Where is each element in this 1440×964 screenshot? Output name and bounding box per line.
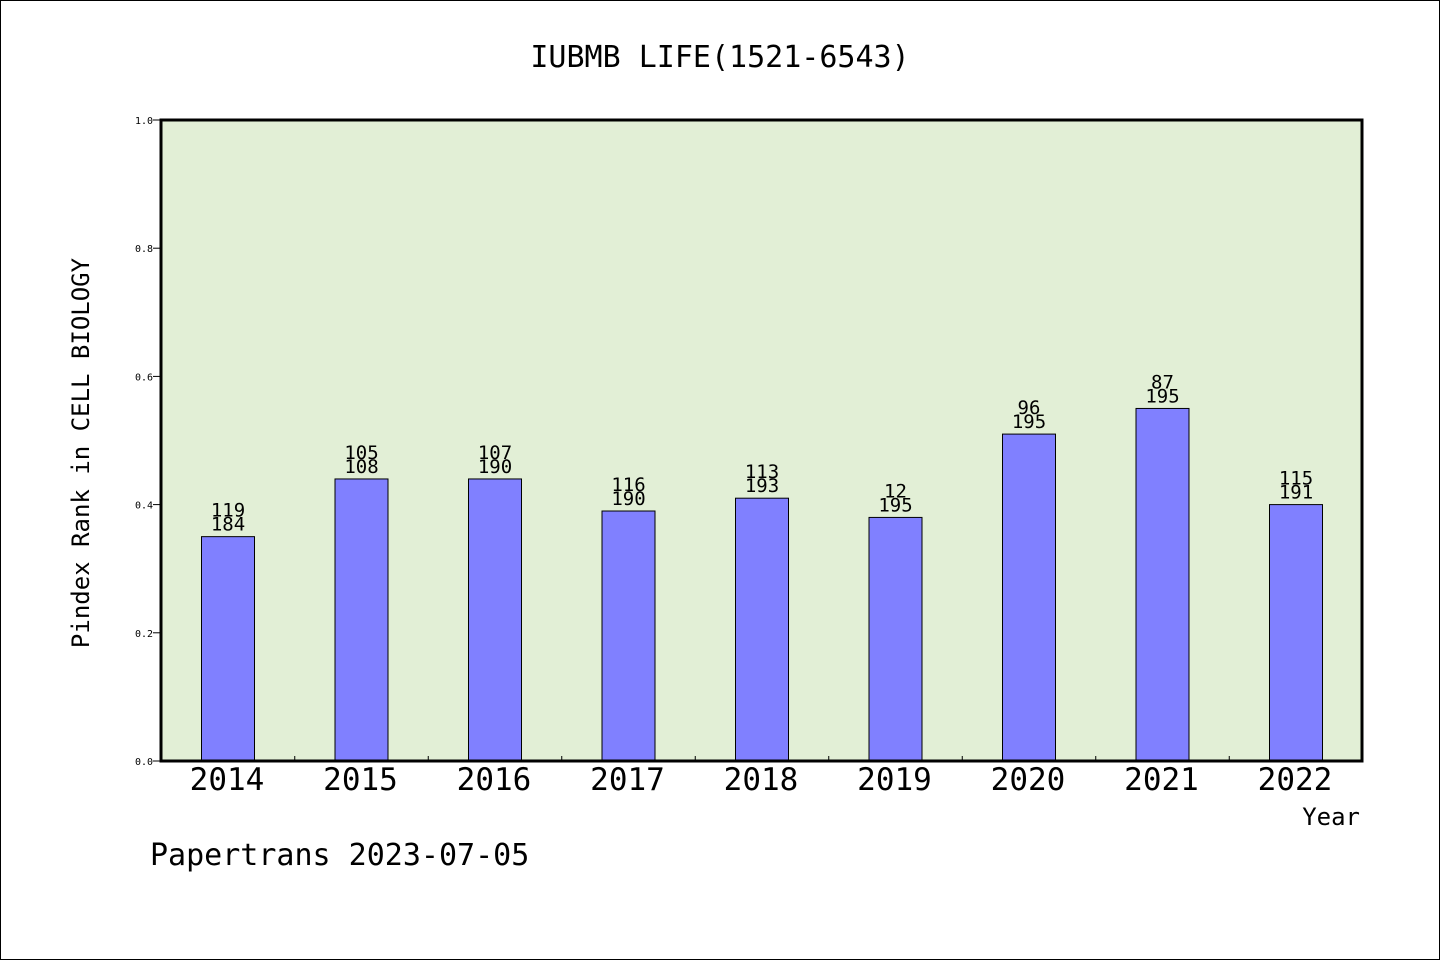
y-tick-label: 0.6: [135, 372, 153, 383]
data-label-top: 107: [478, 442, 512, 464]
y-axis-label: Pindex Rank in CELL BIOLOGY: [67, 257, 95, 648]
data-label-bottom: 190: [478, 456, 512, 478]
x-tick-label: 2021: [1124, 762, 1199, 798]
bar-2019: [868, 516, 923, 762]
bar-2021: [1135, 407, 1190, 762]
x-tick-label: 2020: [991, 762, 1066, 798]
y-tick-label: 0.0: [135, 757, 153, 768]
x-tick-label: 2016: [457, 762, 532, 798]
data-label-bottom: 195: [1012, 411, 1046, 433]
data-label-top: 115: [1279, 468, 1313, 490]
x-tick-label: 2018: [724, 762, 799, 798]
y-tick-label: 0.2: [135, 629, 153, 640]
x-tick-label: 2022: [1258, 762, 1333, 798]
data-label-top: 105: [344, 442, 378, 464]
data-label-top: 116: [611, 474, 645, 496]
x-tick-label: 2015: [323, 762, 398, 798]
bar-2017: [601, 510, 656, 762]
x-tick-label: 2019: [857, 762, 932, 798]
x-tick-label: 2014: [190, 762, 265, 798]
data-label-bottom: 191: [1279, 482, 1313, 504]
bar-2018: [735, 497, 789, 762]
data-label-bottom: 184: [211, 514, 245, 536]
data-label-top: 96: [1018, 397, 1041, 419]
footer-text: Papertrans 2023-07-05: [150, 838, 529, 873]
data-label-top: 12: [884, 480, 907, 502]
bar-2015: [334, 478, 389, 762]
bar-2022: [1269, 504, 1323, 762]
y-tick-label: 0.8: [135, 244, 153, 255]
x-tick-label: 2017: [590, 762, 665, 798]
data-label-bottom: 193: [745, 475, 779, 497]
y-tick-label: 0.4: [135, 501, 153, 512]
data-label-bottom: 190: [611, 488, 645, 510]
data-label-top: 113: [745, 461, 779, 483]
bar-2016: [468, 478, 522, 762]
data-label-bottom: 195: [878, 494, 912, 516]
data-label-bottom: 108: [344, 456, 378, 478]
x-axis-label: Year: [1302, 803, 1360, 831]
data-label-top: 119: [211, 500, 245, 522]
data-label-top: 87: [1151, 371, 1174, 393]
bar-2020: [1002, 433, 1056, 762]
bar-2014: [201, 536, 255, 762]
data-label-bottom: 195: [1145, 385, 1179, 407]
y-tick-label: 1.0: [135, 116, 153, 127]
plot-border: [159, 118, 1364, 763]
chart-title: IUBMB LIFE(1521-6543): [530, 40, 909, 75]
